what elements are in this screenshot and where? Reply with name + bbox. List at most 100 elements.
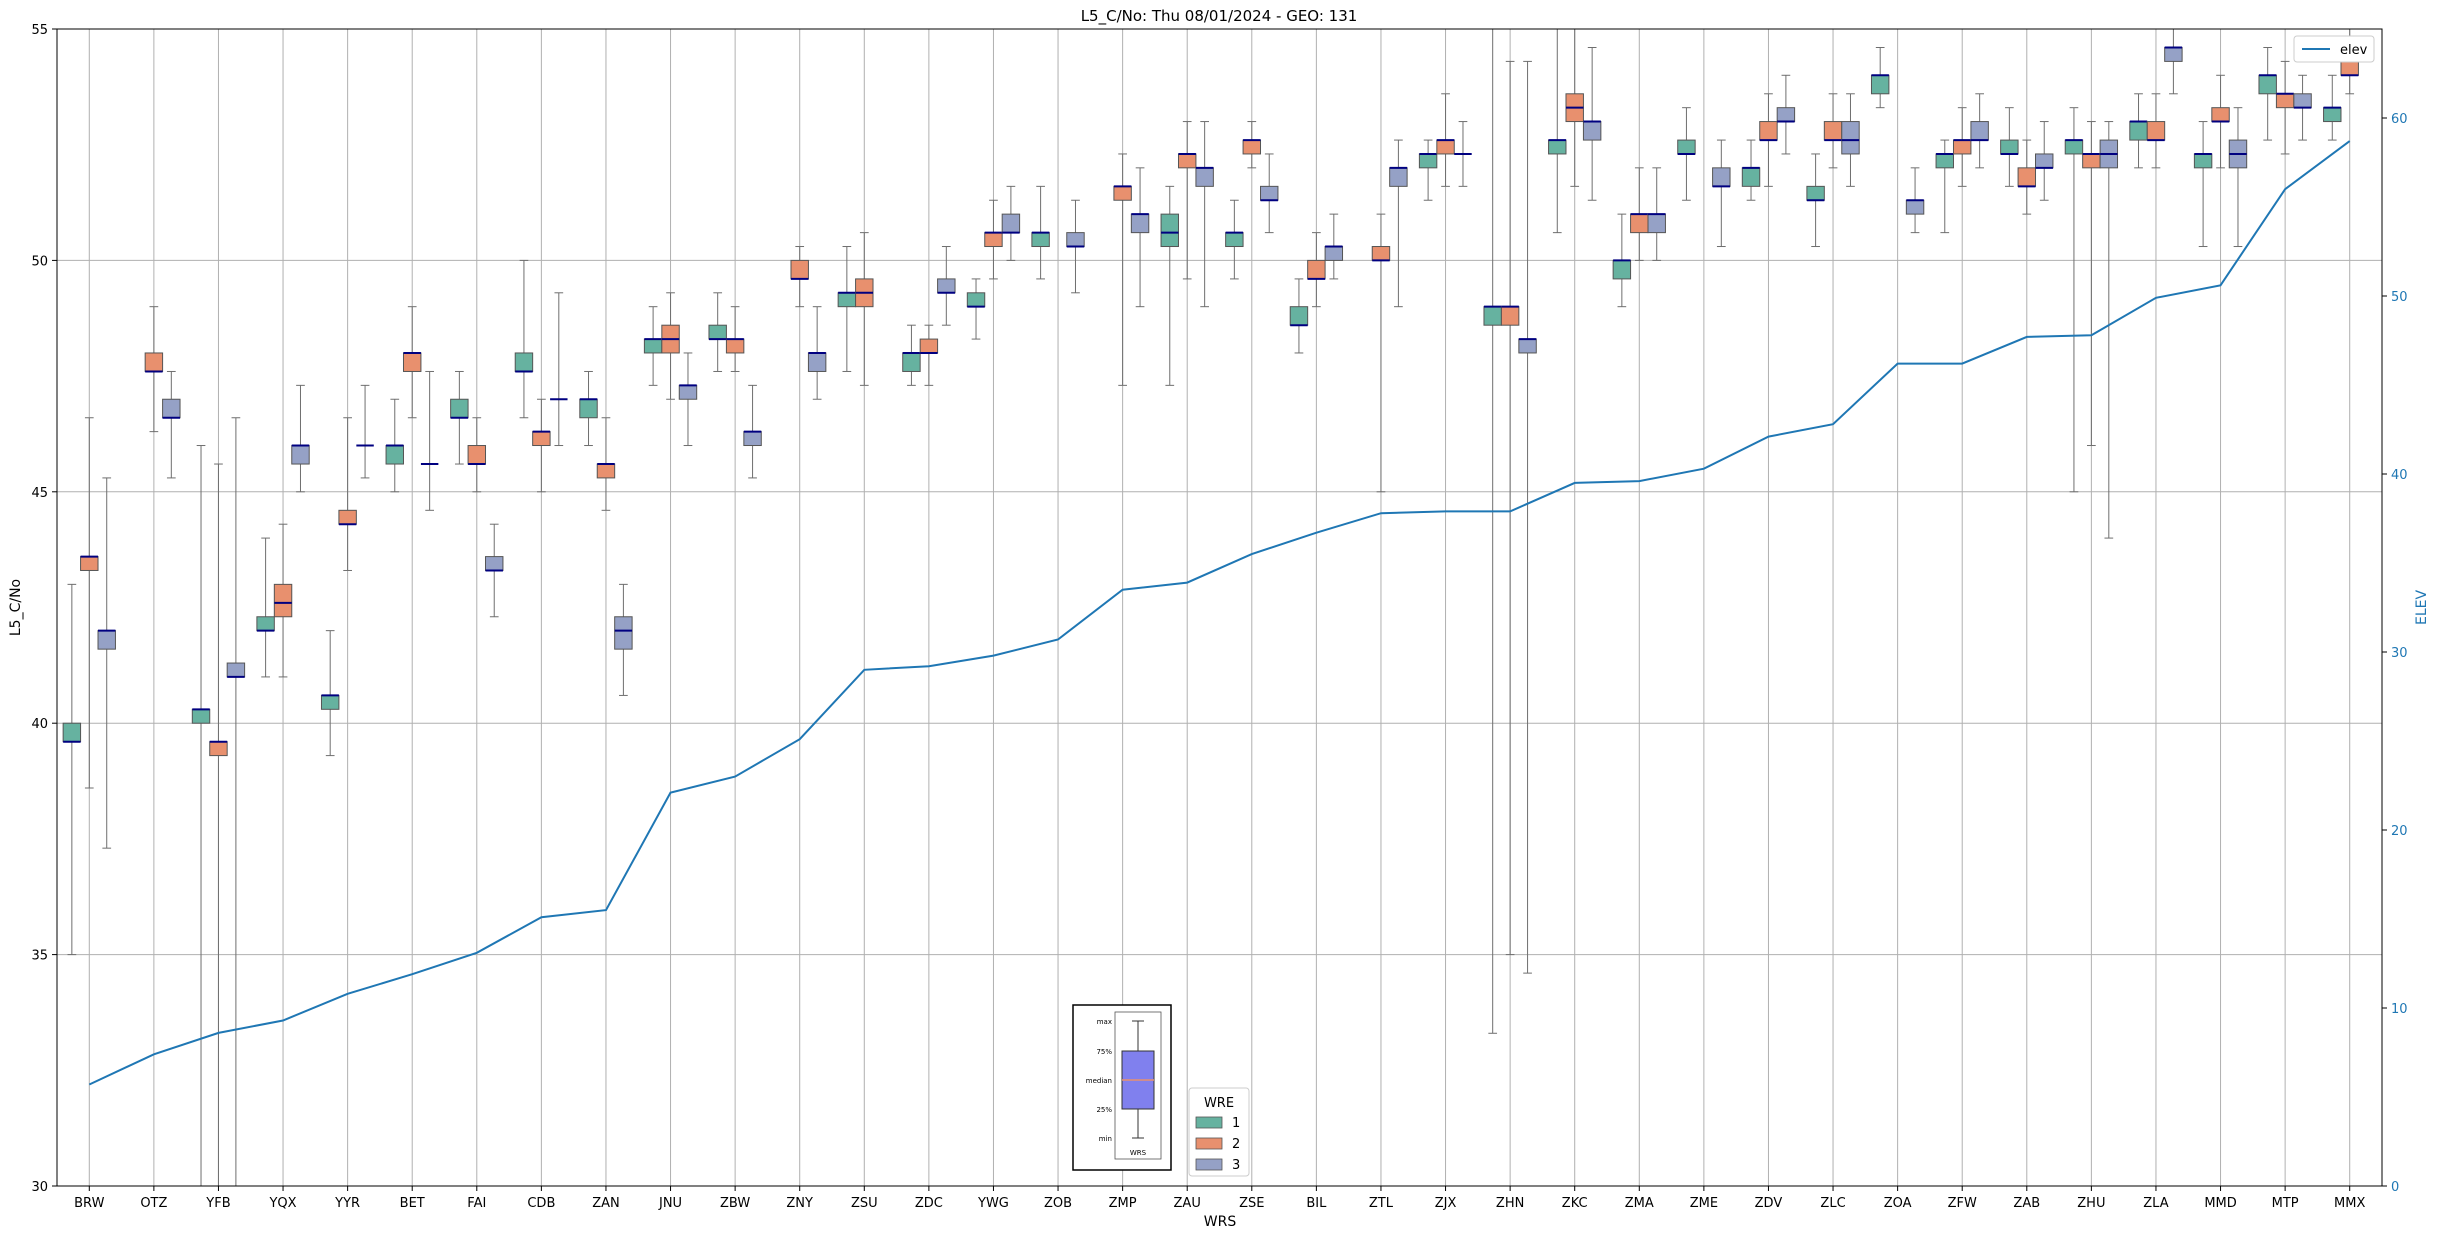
elev-legend: elev xyxy=(2293,35,2375,63)
box xyxy=(919,338,939,354)
box xyxy=(485,556,504,571)
box xyxy=(678,384,698,400)
x-tick-label: ZMP xyxy=(1109,1196,1137,1211)
box xyxy=(256,616,275,632)
x-tick-label: ZKC xyxy=(1562,1196,1588,1211)
y-tick-label: 55 xyxy=(31,23,48,38)
box xyxy=(1741,167,1761,187)
wre-legend-frame xyxy=(1188,1087,1250,1177)
box xyxy=(984,232,1003,248)
box xyxy=(1905,199,1925,215)
box xyxy=(514,352,534,372)
box xyxy=(1952,139,1972,155)
plot-marks xyxy=(62,28,2359,1187)
box xyxy=(2146,121,2166,141)
box xyxy=(807,352,827,372)
box xyxy=(1001,213,1021,234)
box xyxy=(2035,153,2054,169)
box xyxy=(1324,246,1344,261)
key-label: min xyxy=(1099,1135,1112,1143)
x-tick-label: ZNY xyxy=(786,1196,813,1211)
grid xyxy=(57,28,2382,1187)
elev-line xyxy=(88,140,2351,1086)
x-tick-label: ZAB xyxy=(2013,1196,2040,1211)
y-axis-label: L5_C/No xyxy=(8,579,24,636)
chart-title: L5_C/No: Thu 08/01/2024 - GEO: 131 xyxy=(1081,7,1358,26)
y-tick-label: 45 xyxy=(31,486,48,501)
x-tick-label: ZAU xyxy=(1174,1196,1201,1211)
key-label: median xyxy=(1086,1077,1112,1085)
y-right-tick-label: 40 xyxy=(2391,468,2408,483)
y-tick-label: 30 xyxy=(31,1180,48,1195)
box xyxy=(579,398,598,419)
series-1 xyxy=(62,28,2342,1187)
box xyxy=(226,662,246,678)
box xyxy=(2017,167,2037,187)
box xyxy=(467,445,487,465)
box xyxy=(1518,338,1537,354)
box xyxy=(725,338,745,354)
boxplot-key: max 75% median 25% min WRS xyxy=(1072,1004,1172,1171)
x-tick-label: MMX xyxy=(2334,1196,2365,1211)
x-tick-label: ZBW xyxy=(720,1196,750,1211)
box xyxy=(273,583,293,618)
y-right-tick-label: 50 xyxy=(2391,290,2408,305)
box xyxy=(743,431,762,447)
x-tick-label: ZSE xyxy=(1239,1196,1264,1211)
box xyxy=(209,741,228,757)
box xyxy=(937,278,956,294)
box xyxy=(1630,213,1649,234)
x-tick-label: ZLA xyxy=(2143,1196,2168,1211)
y-axis-right-label: ELEV xyxy=(2414,590,2430,625)
x-tick-label: FAI xyxy=(467,1196,486,1211)
box xyxy=(1160,213,1179,248)
x-tick-label: ZOB xyxy=(1044,1196,1072,1211)
key-label: 75% xyxy=(1096,1048,1112,1056)
y-right-tick-label: 60 xyxy=(2391,112,2408,127)
x-tick-label: BRW xyxy=(74,1196,104,1211)
x-axis-label: WRS xyxy=(1204,1214,1237,1230)
box xyxy=(2293,93,2312,109)
plot-frame xyxy=(56,28,2383,1187)
x-tick-label: ZLC xyxy=(1820,1196,1845,1211)
box xyxy=(291,445,310,465)
x-tick-label: ZME xyxy=(1690,1196,1718,1211)
x-tick-label: BIL xyxy=(1306,1196,1327,1211)
x-tick-label: ZDV xyxy=(1755,1196,1783,1211)
box xyxy=(144,352,164,372)
box xyxy=(1483,306,1502,326)
wre-legend-swatch xyxy=(1195,1158,1223,1171)
y-tick-label: 35 xyxy=(31,949,48,964)
box xyxy=(1612,259,1632,280)
box xyxy=(2164,47,2183,62)
x-tick-label: YFB xyxy=(205,1196,230,1211)
x-tick-label: MMD xyxy=(2204,1196,2236,1211)
x-tick-label: YQX xyxy=(268,1196,296,1211)
box xyxy=(1677,139,1696,155)
series-2 xyxy=(80,28,2359,1187)
box xyxy=(1841,121,1860,155)
y-tick-label: 50 xyxy=(31,254,48,269)
box xyxy=(80,556,99,571)
box xyxy=(1113,185,1132,201)
x-tick-label: ZMA xyxy=(1625,1196,1654,1211)
box xyxy=(338,509,357,525)
box xyxy=(708,324,727,340)
box xyxy=(2275,93,2295,109)
elev-legend-frame xyxy=(2293,35,2375,63)
box xyxy=(1195,167,1214,187)
wre-legend-swatch xyxy=(1195,1137,1223,1150)
box xyxy=(2258,74,2277,95)
box xyxy=(1289,306,1309,326)
x-tick-label: YWG xyxy=(977,1196,1009,1211)
box xyxy=(2211,107,2230,123)
y-right-tick-label: 20 xyxy=(2391,824,2408,839)
x-tick-label: ZAN xyxy=(592,1196,620,1211)
box xyxy=(1806,185,1825,201)
key-label: max xyxy=(1097,1018,1112,1026)
x-tick-label: ZTL xyxy=(1369,1196,1394,1211)
wre-legend-label: 2 xyxy=(1232,1137,1240,1152)
box xyxy=(1582,121,1602,141)
box xyxy=(1177,153,1197,169)
box xyxy=(643,338,663,354)
